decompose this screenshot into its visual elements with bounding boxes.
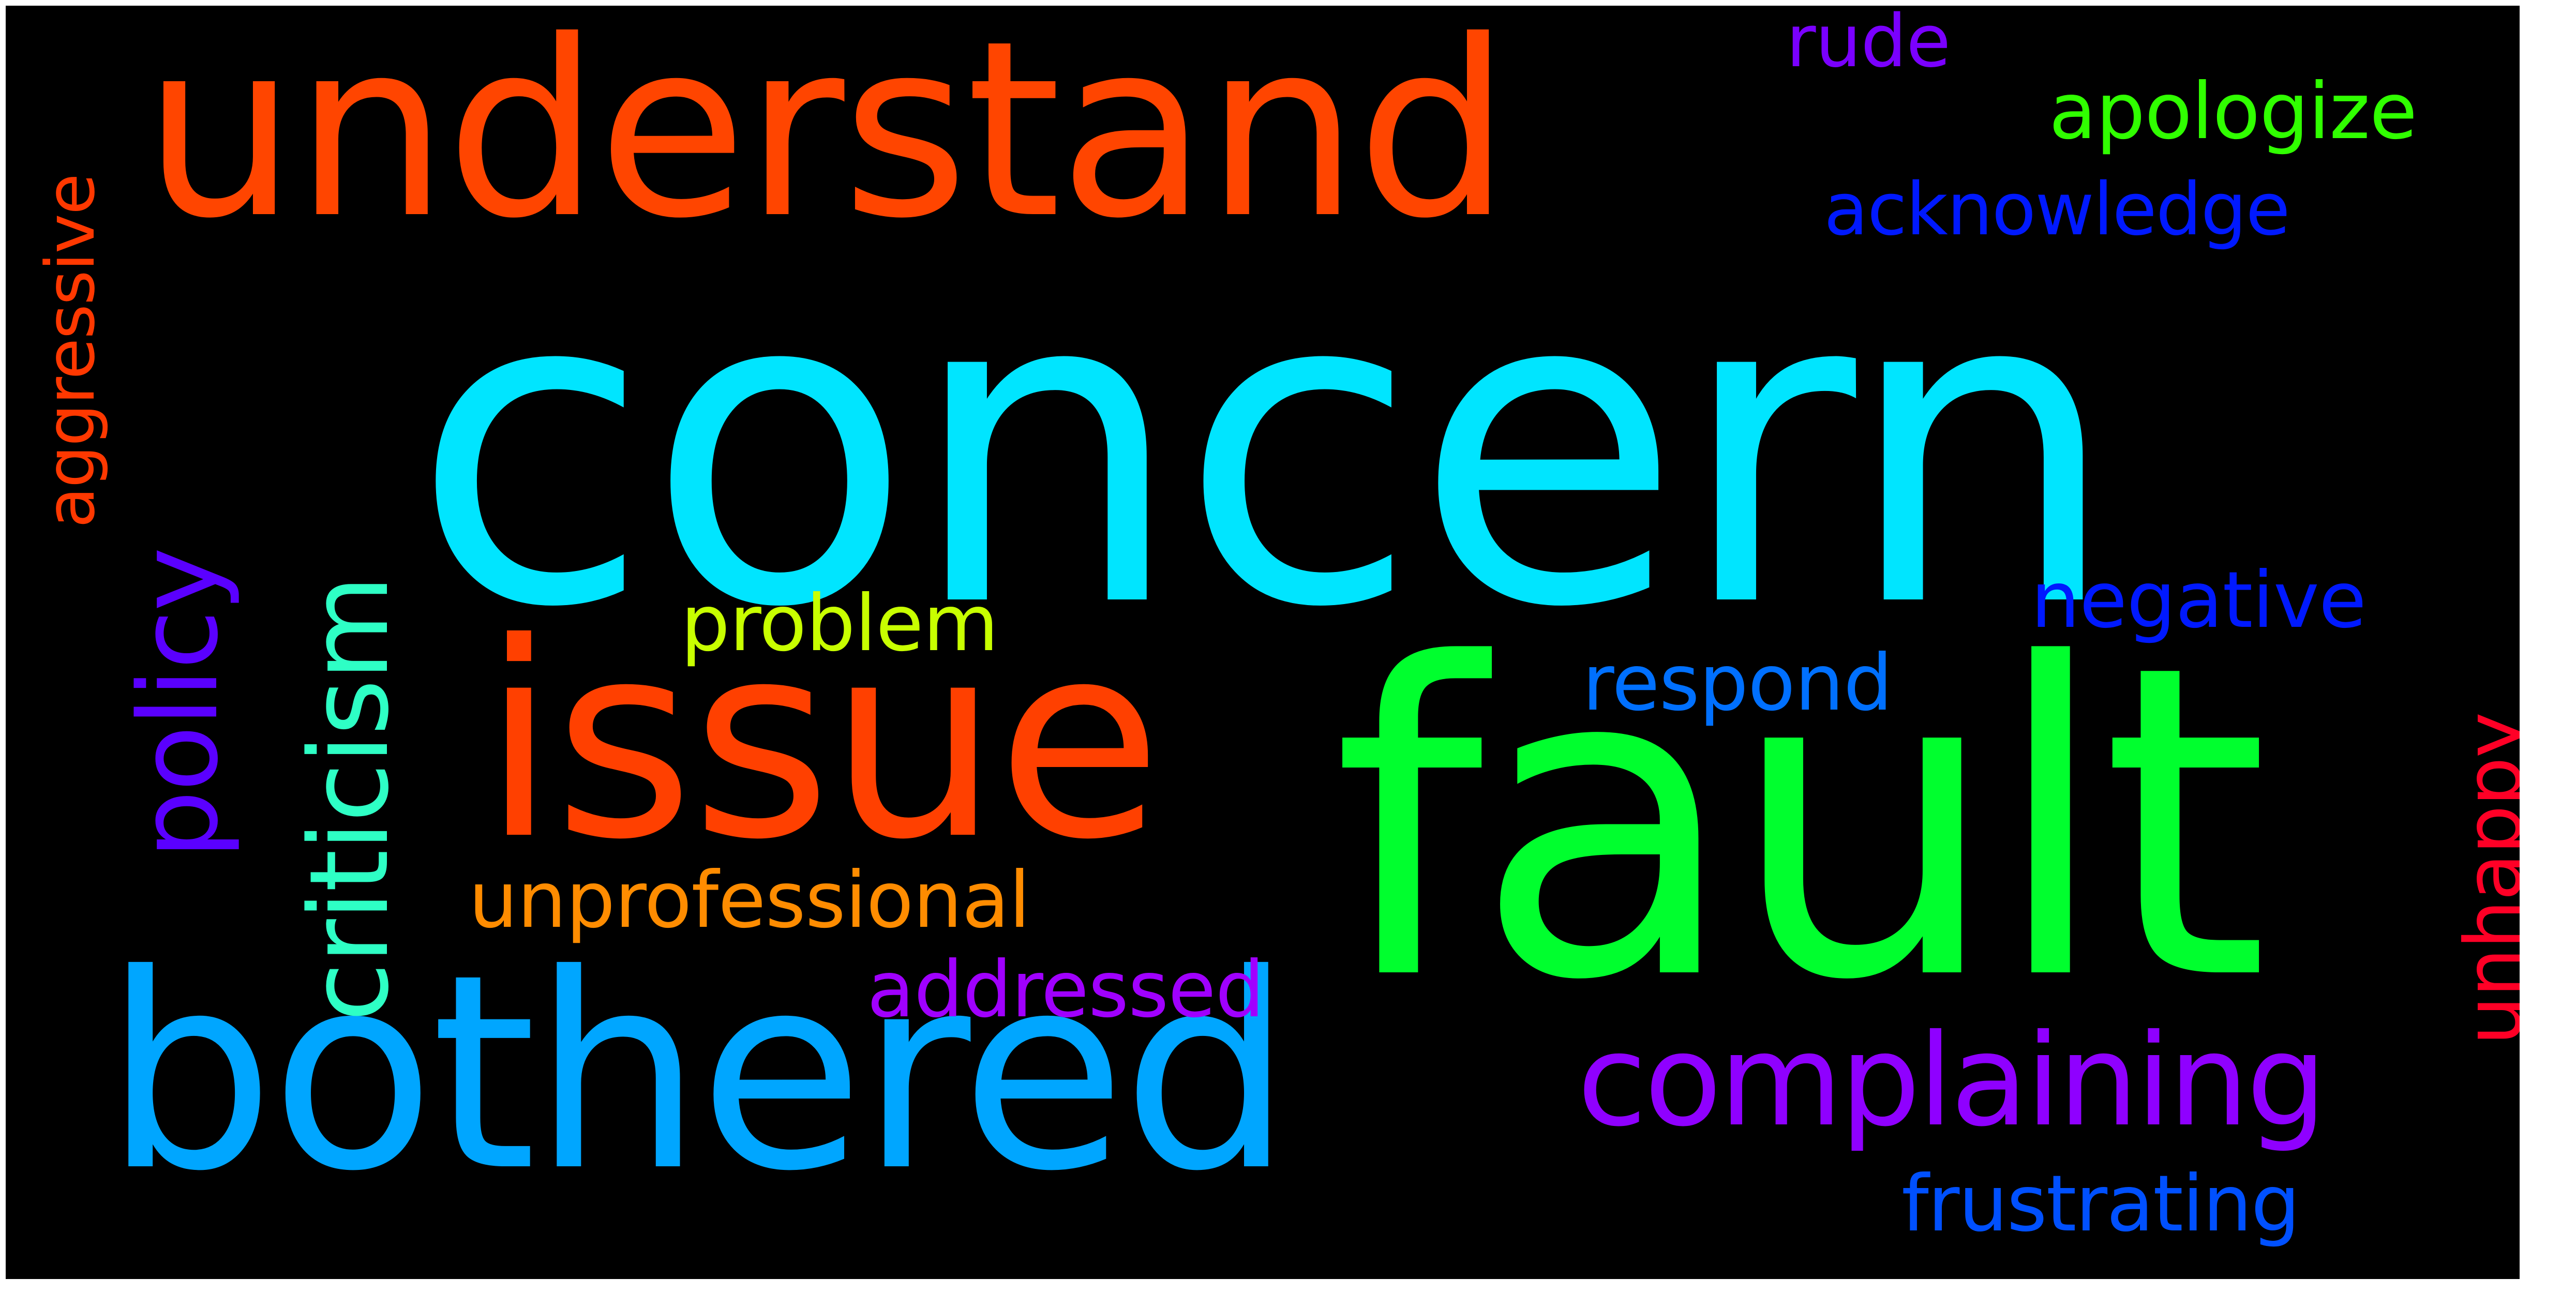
word-apologize: apologize: [2049, 67, 2417, 157]
word-unprofessional: unprofessional: [469, 855, 1030, 945]
word-negative: negative: [2031, 555, 2367, 645]
word-aggressive: aggressive: [31, 174, 110, 528]
word-complaining: complaining: [1577, 1007, 2327, 1154]
word-bothered: bothered: [104, 916, 1293, 1230]
word-concern: concern: [412, 197, 2120, 702]
word-fault: fault: [1332, 574, 2269, 1074]
word-policy: policy: [115, 548, 242, 859]
word-unhappy: unhappy: [2449, 713, 2520, 1045]
word-problem: problem: [681, 579, 999, 669]
word-frustrating: frustrating: [1901, 1159, 2300, 1249]
word-cloud-canvas: concern fault understand bothered issue …: [6, 6, 2520, 1279]
word-acknowledge: acknowledge: [1824, 168, 2290, 252]
word-rude: rude: [1786, 6, 1951, 84]
word-addressed: addressed: [867, 945, 1265, 1035]
word-understand: understand: [143, 6, 1511, 272]
word-issue: issue: [482, 585, 1162, 898]
word-respond: respond: [1582, 638, 1893, 728]
word-criticism: criticism: [286, 576, 413, 1022]
